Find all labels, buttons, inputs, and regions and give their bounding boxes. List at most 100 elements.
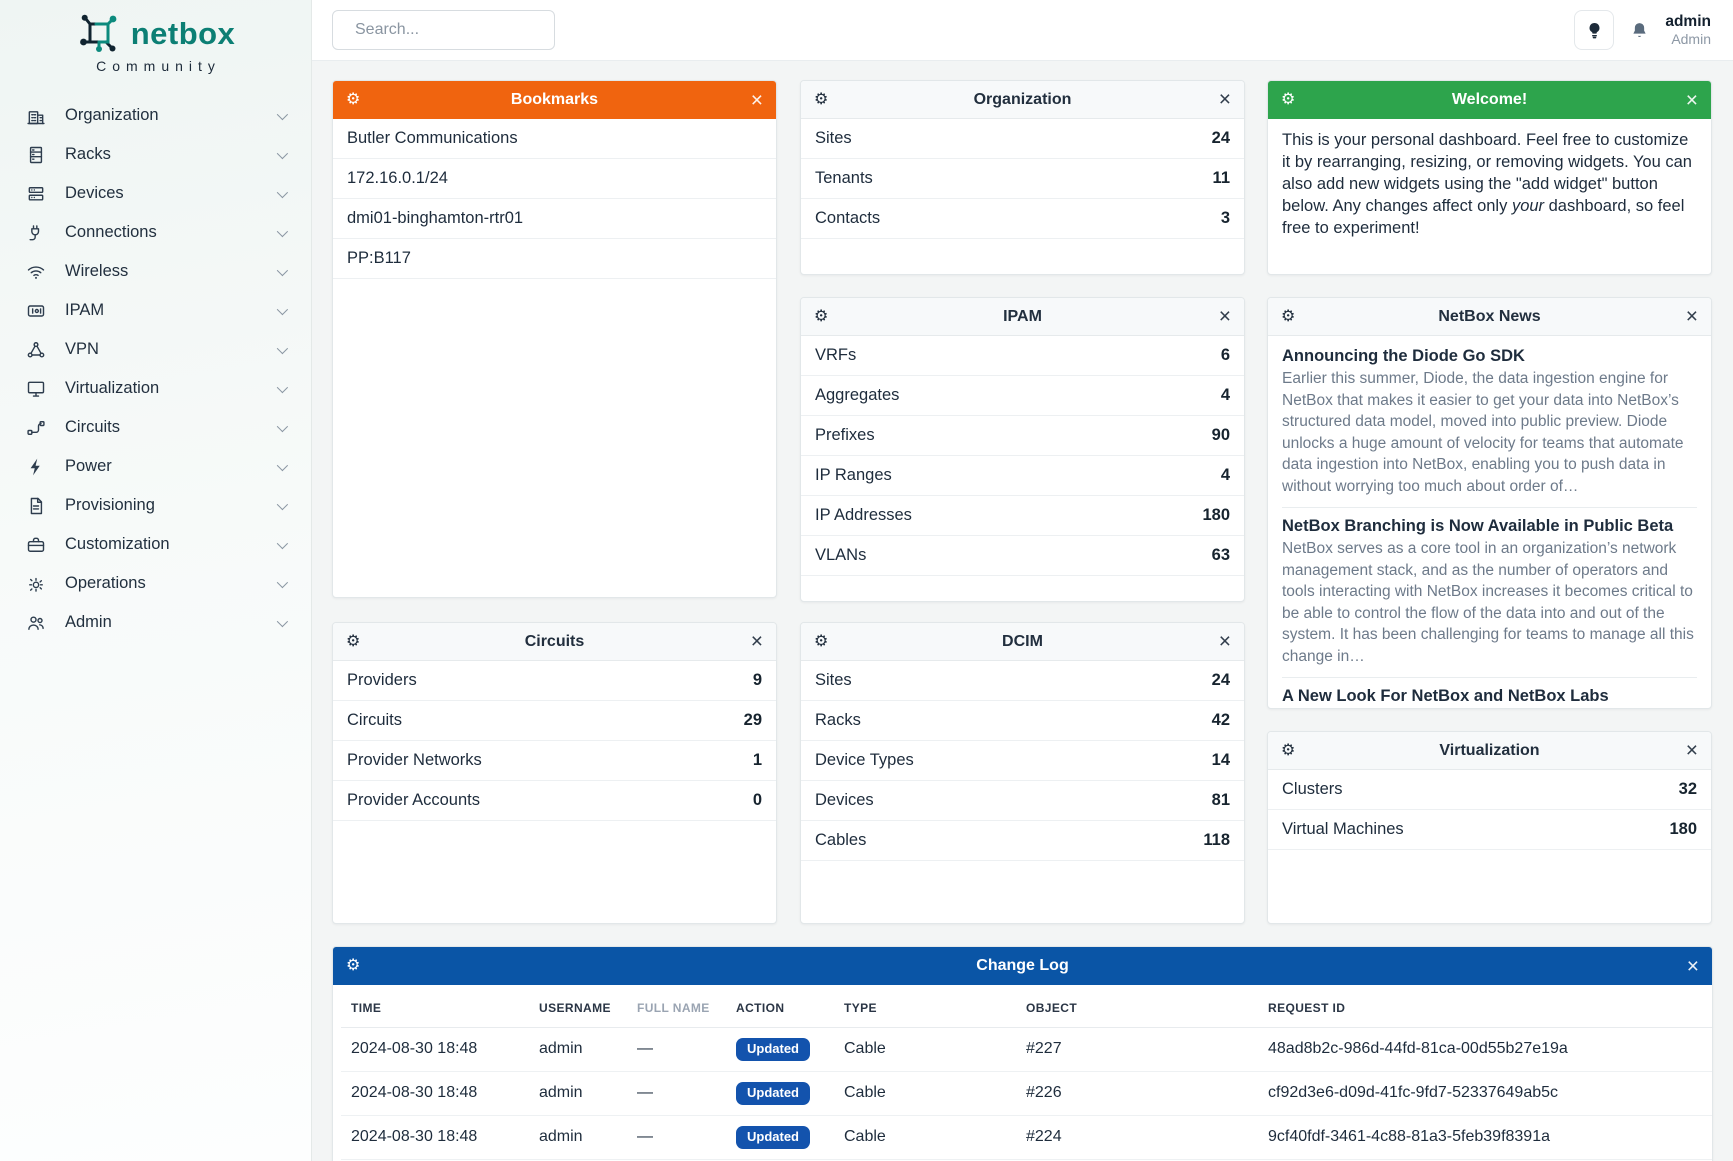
- widget-close-icon[interactable]: ×: [1685, 739, 1698, 762]
- changelog-request-id-link[interactable]: 9cf40fdf-3461-4c88-81a3-5feb39f8391a: [1258, 1115, 1712, 1160]
- chevron-down-icon: [276, 498, 289, 510]
- changelog-time-link[interactable]: 2024-08-30 18:47: [341, 1159, 529, 1161]
- stat-row[interactable]: IP Ranges 4: [801, 456, 1244, 496]
- virtualization-widget-header: ⚙ Virtualization ×: [1268, 732, 1711, 770]
- stat-row[interactable]: Prefixes 90: [801, 416, 1244, 456]
- sidebar-item-customization[interactable]: Customization: [0, 525, 311, 564]
- sidebar-item-virtualization[interactable]: Virtualization: [0, 369, 311, 408]
- column-header-time[interactable]: TIME: [341, 985, 529, 1028]
- stat-row[interactable]: Virtual Machines 180: [1268, 810, 1711, 850]
- stat-value: 4: [1220, 466, 1230, 484]
- column-header-full-name[interactable]: FULL NAME: [627, 985, 726, 1028]
- ipam-widget: ⚙ IPAM × VRFs 6 Aggregates 4 Prefixes 90…: [800, 297, 1245, 602]
- sidebar-item-organization[interactable]: Organization: [0, 96, 311, 135]
- changelog-request-id-link[interactable]: 7a2c4e3c-aaa9-47f2-9966-f89391c997c2: [1258, 1159, 1712, 1161]
- sidebar-item-circuits[interactable]: Circuits: [0, 408, 311, 447]
- circuits-stats: Providers 9 Circuits 29 Provider Network…: [333, 661, 776, 821]
- widget-close-icon[interactable]: ×: [750, 630, 763, 653]
- theme-toggle-button[interactable]: [1574, 10, 1615, 50]
- changelog-row: 2024-08-30 18:48 admin — Updated Cable #…: [341, 1071, 1712, 1116]
- news-article-title[interactable]: Announcing the Diode Go SDK: [1282, 347, 1525, 365]
- stat-row[interactable]: Cables 118: [801, 821, 1244, 861]
- widget-close-icon[interactable]: ×: [750, 88, 763, 112]
- user-menu[interactable]: admin Admin: [1665, 13, 1711, 47]
- sidebar-item-label: Operations: [65, 574, 146, 592]
- bookmark-item[interactable]: dmi01-binghamton-rtr01: [333, 199, 776, 239]
- stat-row[interactable]: VLANs 63: [801, 536, 1244, 576]
- stat-value: 180: [1669, 820, 1697, 838]
- widget-config-icon[interactable]: ⚙: [1281, 741, 1296, 759]
- sidebar-item-vpn[interactable]: VPN: [0, 330, 311, 369]
- widget-close-icon[interactable]: ×: [1686, 954, 1699, 978]
- notifications-button[interactable]: [1629, 20, 1650, 41]
- sidebar-item-wireless[interactable]: Wireless: [0, 252, 311, 291]
- stat-label: IP Ranges: [815, 466, 892, 484]
- widget-close-icon[interactable]: ×: [1685, 88, 1698, 112]
- changelog-action: Updated: [726, 1159, 834, 1161]
- changelog-time-link[interactable]: 2024-08-30 18:48: [341, 1115, 529, 1160]
- stat-label: Device Types: [815, 751, 914, 769]
- stat-row[interactable]: Sites 24: [801, 661, 1244, 701]
- brand-block[interactable]: netbox Community: [0, 0, 311, 74]
- widget-config-icon[interactable]: ⚙: [814, 307, 829, 325]
- bookmark-item[interactable]: Butler Communications: [333, 119, 776, 159]
- sidebar-item-devices[interactable]: Devices: [0, 174, 311, 213]
- stat-row[interactable]: Aggregates 4: [801, 376, 1244, 416]
- changelog-time-link[interactable]: 2024-08-30 18:48: [341, 1027, 529, 1072]
- column-header-username[interactable]: USERNAME: [529, 985, 627, 1028]
- stat-row[interactable]: Clusters 32: [1268, 770, 1711, 810]
- stat-value: 81: [1211, 791, 1230, 809]
- search-input[interactable]: [355, 21, 562, 39]
- widget-close-icon[interactable]: ×: [1218, 630, 1231, 653]
- stat-row[interactable]: Device Types 14: [801, 741, 1244, 781]
- sidebar-item-ipam[interactable]: IPAM: [0, 291, 311, 330]
- sidebar-item-power[interactable]: Power: [0, 447, 311, 486]
- widget-config-icon[interactable]: ⚙: [346, 632, 361, 650]
- stat-row[interactable]: Providers 9: [333, 661, 776, 701]
- stat-row[interactable]: Provider Networks 1: [333, 741, 776, 781]
- stat-row[interactable]: Circuits 29: [333, 701, 776, 741]
- changelog-object-link[interactable]: #226: [1016, 1071, 1258, 1116]
- sidebar-item-admin[interactable]: Admin: [0, 603, 311, 642]
- stat-row[interactable]: Racks 42: [801, 701, 1244, 741]
- column-header-object[interactable]: OBJECT: [1016, 985, 1258, 1028]
- news-article-title[interactable]: NetBox Branching is Now Available in Pub…: [1282, 517, 1674, 535]
- stat-row[interactable]: Devices 81: [801, 781, 1244, 821]
- sidebar-item-racks[interactable]: Racks: [0, 135, 311, 174]
- stat-row[interactable]: Provider Accounts 0: [333, 781, 776, 821]
- welcome-widget-header: ⚙ Welcome! ×: [1268, 81, 1711, 119]
- changelog-request-id-link[interactable]: 48ad8b2c-986d-44fd-81ca-00d55b27e19a: [1258, 1027, 1712, 1072]
- widget-config-icon[interactable]: ⚙: [346, 957, 361, 974]
- widget-config-icon[interactable]: ⚙: [814, 632, 829, 650]
- changelog-object-link[interactable]: #227: [1016, 1027, 1258, 1072]
- changelog-object-link[interactable]: #224: [1016, 1115, 1258, 1160]
- changelog-time-link[interactable]: 2024-08-30 18:48: [341, 1071, 529, 1116]
- sidebar-item-connections[interactable]: Connections: [0, 213, 311, 252]
- search-box[interactable]: [332, 10, 562, 50]
- widget-config-icon[interactable]: ⚙: [1281, 91, 1296, 108]
- widget-config-icon[interactable]: ⚙: [346, 91, 361, 108]
- changelog-action: Updated: [726, 1071, 834, 1116]
- sidebar-item-provisioning[interactable]: Provisioning: [0, 486, 311, 525]
- welcome-widget: ⚙ Welcome! × This is your personal dashb…: [1267, 80, 1712, 275]
- stat-row[interactable]: VRFs 6: [801, 336, 1244, 376]
- widget-config-icon[interactable]: ⚙: [1281, 307, 1296, 325]
- column-header-type[interactable]: TYPE: [834, 985, 1016, 1028]
- bookmark-item[interactable]: PP:B117: [333, 239, 776, 279]
- widget-close-icon[interactable]: ×: [1685, 305, 1698, 328]
- stat-row[interactable]: Tenants 11: [801, 159, 1244, 199]
- widget-close-icon[interactable]: ×: [1218, 88, 1231, 111]
- brand-name: netbox: [130, 15, 236, 51]
- stat-row[interactable]: IP Addresses 180: [801, 496, 1244, 536]
- bookmark-item[interactable]: 172.16.0.1/24: [333, 159, 776, 199]
- stat-row[interactable]: Sites 24: [801, 119, 1244, 159]
- widget-config-icon[interactable]: ⚙: [814, 90, 829, 108]
- changelog-object-link[interactable]: #224: [1016, 1159, 1258, 1161]
- column-header-action[interactable]: ACTION: [726, 985, 834, 1028]
- column-header-request-id[interactable]: REQUEST ID: [1258, 985, 1712, 1028]
- news-article-title[interactable]: A New Look For NetBox and NetBox Labs: [1282, 687, 1609, 705]
- sidebar-item-operations[interactable]: Operations: [0, 564, 311, 603]
- widget-close-icon[interactable]: ×: [1218, 305, 1231, 328]
- stat-row[interactable]: Contacts 3: [801, 199, 1244, 239]
- changelog-request-id-link[interactable]: cf92d3e6-d09d-41fc-9fd7-52337649ab5c: [1258, 1071, 1712, 1116]
